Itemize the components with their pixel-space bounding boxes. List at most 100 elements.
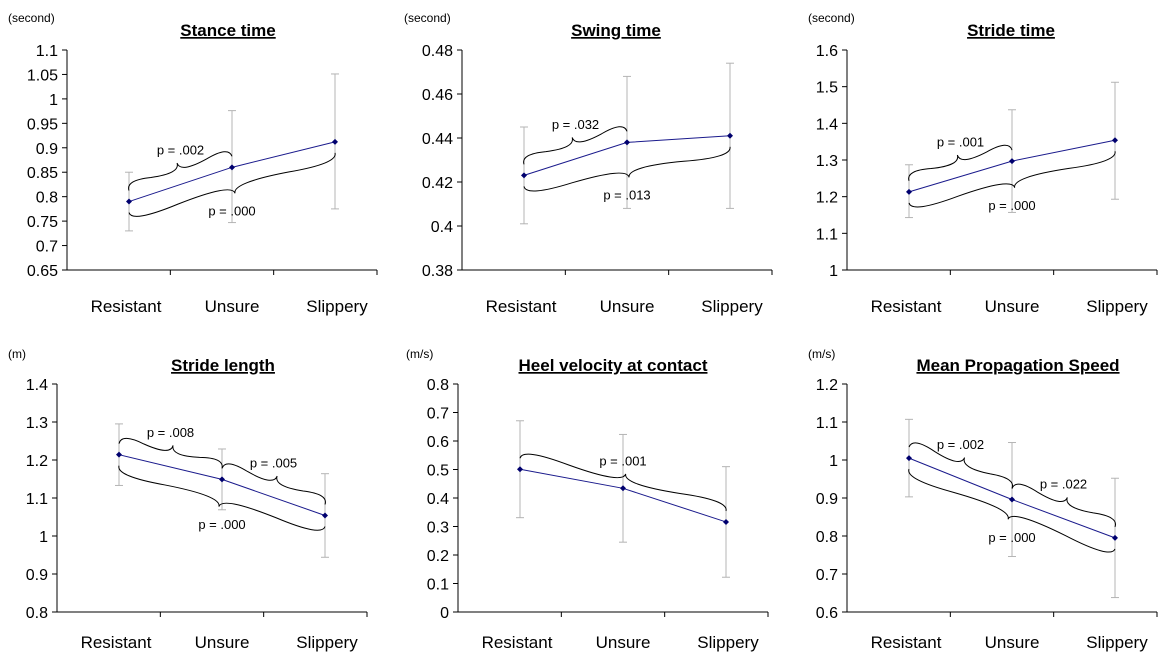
y-tick-label: 0.85 xyxy=(27,165,58,182)
y-tick-label: 1 xyxy=(49,92,58,109)
x-tick-label: Unsure xyxy=(985,297,1040,316)
data-point xyxy=(1009,158,1015,165)
significance-brace xyxy=(523,126,628,165)
y-tick-label: 0.3 xyxy=(427,520,449,537)
y-tick-label: 1.4 xyxy=(816,116,838,133)
y-tick-label: 1.4 xyxy=(26,377,48,394)
data-point xyxy=(521,172,527,179)
significance-brace xyxy=(519,453,727,512)
y-tick-label: 1.1 xyxy=(816,226,838,243)
y-tick-label: 0.7 xyxy=(427,406,449,423)
chart-title: Mean Propagation Speed xyxy=(916,356,1119,375)
x-tick-label: Resistant xyxy=(871,633,942,652)
data-point xyxy=(624,139,630,146)
chart-title: Stride time xyxy=(967,21,1055,40)
y-tick-label: 0.42 xyxy=(422,175,453,192)
y-tick-label: 0.9 xyxy=(26,567,48,584)
y-unit-label: (second) xyxy=(404,11,451,25)
x-tick-label: Resistant xyxy=(482,633,553,652)
data-point xyxy=(229,164,235,171)
y-tick-label: 1.2 xyxy=(816,190,838,207)
y-tick-label: 0.4 xyxy=(431,219,453,236)
y-tick-label: 1 xyxy=(829,263,838,280)
p-value-label: p = .002 xyxy=(937,437,984,452)
y-unit-label: (m/s) xyxy=(808,347,835,361)
x-tick-label: Unsure xyxy=(600,297,655,316)
significance-brace xyxy=(128,152,336,217)
p-value-label: p = .002 xyxy=(157,142,204,157)
y-tick-label: 1 xyxy=(39,529,48,546)
chart-title: Stance time xyxy=(180,21,275,40)
y-unit-label: (m/s) xyxy=(406,347,433,361)
y-unit-label: (second) xyxy=(8,11,55,25)
y-tick-label: 0.9 xyxy=(36,141,58,158)
chart-panel-6: 0.6 0.7 0.8 0.9 1 1.1 1.2 Resistant Unsure Slippe… xyxy=(808,347,1158,652)
data-point xyxy=(126,198,132,205)
significance-brace xyxy=(118,437,223,469)
y-tick-label: 0.5 xyxy=(427,463,449,480)
data-point xyxy=(1112,137,1118,144)
chart-title: Heel velocity at contact xyxy=(519,356,708,375)
y-tick-label: 1.1 xyxy=(26,491,48,508)
p-value-label: p = .032 xyxy=(552,117,599,132)
chart-panel-1: 0.65 0.7 0.75 0.8 0.85 0.9 0.95 1 1.05 1.1 Resista… xyxy=(8,11,378,316)
significance-brace xyxy=(118,465,326,531)
significance-brace xyxy=(908,468,1116,553)
x-tick-label: Slippery xyxy=(1086,297,1148,316)
chart-title: Swing time xyxy=(571,21,661,40)
p-value-label: p = .000 xyxy=(988,198,1035,213)
chart-panel-3: 1 1.1 1.2 1.3 1.4 1.5 1.6 Resistant Unsure Slippe… xyxy=(808,11,1158,316)
y-tick-label: 1.1 xyxy=(816,415,838,432)
data-point xyxy=(517,466,523,473)
significance-brace xyxy=(128,151,233,191)
y-tick-label: 0.44 xyxy=(422,131,453,148)
y-tick-label: 0.6 xyxy=(816,605,838,622)
y-tick-label: 1 xyxy=(829,453,838,470)
y-tick-label: 0.8 xyxy=(36,190,58,207)
y-tick-label: 0.2 xyxy=(427,548,449,565)
data-point xyxy=(620,485,626,492)
y-tick-label: 1.2 xyxy=(26,453,48,470)
p-value-label: p = .000 xyxy=(198,517,245,532)
y-tick-label: 0.4 xyxy=(427,491,449,508)
x-tick-label: Resistant xyxy=(486,297,557,316)
y-unit-label: (second) xyxy=(808,11,855,25)
y-tick-label: 0.7 xyxy=(36,239,58,256)
y-tick-label: 0.75 xyxy=(27,214,58,231)
chart-panel-4: 0.8 0.9 1 1.1 1.2 1.3 1.4 Resistant Unsure Slippe… xyxy=(8,347,368,652)
y-tick-label: 1.6 xyxy=(816,43,838,60)
y-tick-label: 0.7 xyxy=(816,567,838,584)
y-tick-label: 1.2 xyxy=(816,377,838,394)
x-tick-label: Unsure xyxy=(205,297,260,316)
data-point xyxy=(1112,534,1118,541)
chart-title: Stride length xyxy=(171,356,275,375)
p-value-label: p = .000 xyxy=(208,204,255,219)
x-tick-label: Unsure xyxy=(596,633,651,652)
data-point xyxy=(906,455,912,462)
y-tick-label: 0.38 xyxy=(422,263,453,280)
x-tick-label: Unsure xyxy=(195,633,250,652)
data-point xyxy=(332,138,338,145)
data-point xyxy=(906,188,912,195)
data-point xyxy=(727,132,733,139)
y-tick-label: 0.48 xyxy=(422,43,453,60)
y-tick-label: 0.8 xyxy=(816,529,838,546)
p-value-label: p = .022 xyxy=(1040,477,1087,492)
x-tick-label: Slippery xyxy=(1086,633,1148,652)
y-tick-label: 0.9 xyxy=(816,491,838,508)
p-value-label: p = .005 xyxy=(250,455,297,470)
data-point xyxy=(322,512,328,519)
x-tick-label: Slippery xyxy=(697,633,759,652)
p-value-label: p = .001 xyxy=(937,135,984,150)
chart-panel-2: 0.38 0.4 0.42 0.44 0.46 0.48 Resistant Unsure Sl… xyxy=(404,11,773,316)
p-value-label: p = .001 xyxy=(599,454,646,469)
significance-brace xyxy=(523,146,731,192)
x-tick-label: Slippery xyxy=(306,297,368,316)
y-tick-label: 1.3 xyxy=(816,153,838,170)
p-value-label: p = .008 xyxy=(147,425,194,440)
y-tick-label: 1.05 xyxy=(27,67,58,84)
data-point xyxy=(116,451,122,458)
y-tick-label: 1.3 xyxy=(26,415,48,432)
y-tick-label: 0.46 xyxy=(422,87,453,104)
